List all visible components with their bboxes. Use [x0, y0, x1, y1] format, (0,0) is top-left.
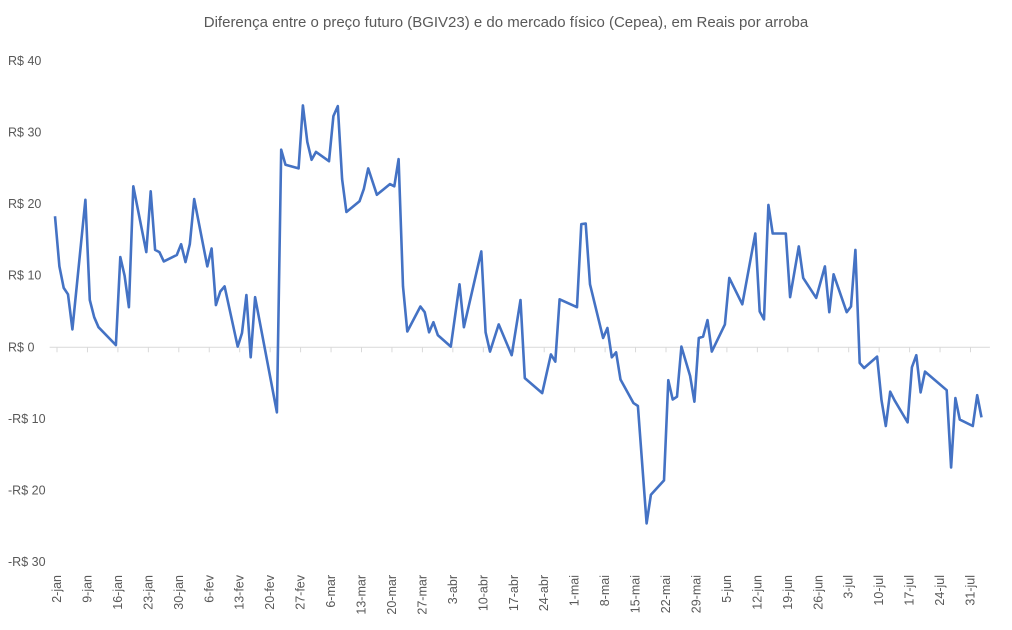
- x-tick-label: 20-mar: [385, 575, 399, 615]
- x-tick-label: 15-mai: [629, 575, 643, 613]
- y-tick-label: -R$ 20: [8, 483, 46, 497]
- x-tick-label: 26-jun: [811, 575, 825, 610]
- x-tick-label: 6-fev: [202, 574, 216, 603]
- x-tick-label: 24-jul: [933, 575, 947, 606]
- x-tick-label: 1-mai: [568, 575, 582, 606]
- x-tick-label: 2-jan: [50, 575, 64, 603]
- chart-title: Diferença entre o preço futuro (BGIV23) …: [204, 14, 809, 31]
- x-tick-label: 29-mai: [689, 575, 703, 613]
- x-tick-label: 22-mai: [659, 575, 673, 613]
- x-tick-label: 17-jul: [903, 575, 917, 606]
- series-group: [53, 104, 983, 525]
- x-tick-label: 8-mai: [598, 575, 612, 606]
- x-tick-label: 3-abr: [446, 575, 460, 604]
- x-tick-label: 10-abr: [476, 575, 490, 611]
- y-tick-label: -R$ 10: [8, 412, 46, 426]
- y-tick-label: R$ 40: [8, 54, 41, 68]
- y-tick-label: -R$ 30: [8, 555, 46, 569]
- x-tick-label: 10-jul: [872, 575, 886, 606]
- x-tick-label: 24-abr: [537, 575, 551, 611]
- series-line-0: [53, 104, 983, 525]
- y-tick-label: R$ 0: [8, 340, 34, 354]
- y-axis: R$ 40 R$ 30 R$ 20 R$ 10 R$ 0 -R$ 10 -R$ 20 -R$ …: [8, 54, 46, 569]
- x-tick-label: 17-abr: [507, 575, 521, 611]
- x-tick-label: 13-fev: [233, 574, 247, 609]
- x-tick-label: 31-jul: [964, 575, 978, 606]
- x-tick-label: 3-jul: [842, 575, 856, 599]
- x-tick-label: 23-jan: [141, 575, 155, 610]
- y-tick-label: R$ 30: [8, 126, 41, 140]
- y-tick-label: R$ 20: [8, 197, 41, 211]
- x-tick-label: 20-fev: [263, 574, 277, 609]
- x-tick-label: 13-mar: [355, 575, 369, 615]
- x-tick-label: 9-jan: [80, 575, 94, 603]
- x-tick-label: 30-jan: [172, 575, 186, 610]
- x-tick-label: 16-jan: [111, 575, 125, 610]
- x-tick-label: 27-mar: [415, 575, 429, 615]
- x-tick-label: 27-fev: [294, 574, 308, 609]
- x-tick-label: 5-jun: [720, 575, 734, 603]
- x-tick-label: 6-mar: [324, 575, 338, 608]
- x-tick-label: 19-jun: [781, 575, 795, 610]
- x-tick-label: 12-jun: [750, 575, 764, 610]
- x-axis: 2-jan 9-jan 16-jan 23-jan 30-jan 6-fev 13-fev 2…: [49, 346, 990, 615]
- y-tick-label: R$ 10: [8, 269, 41, 283]
